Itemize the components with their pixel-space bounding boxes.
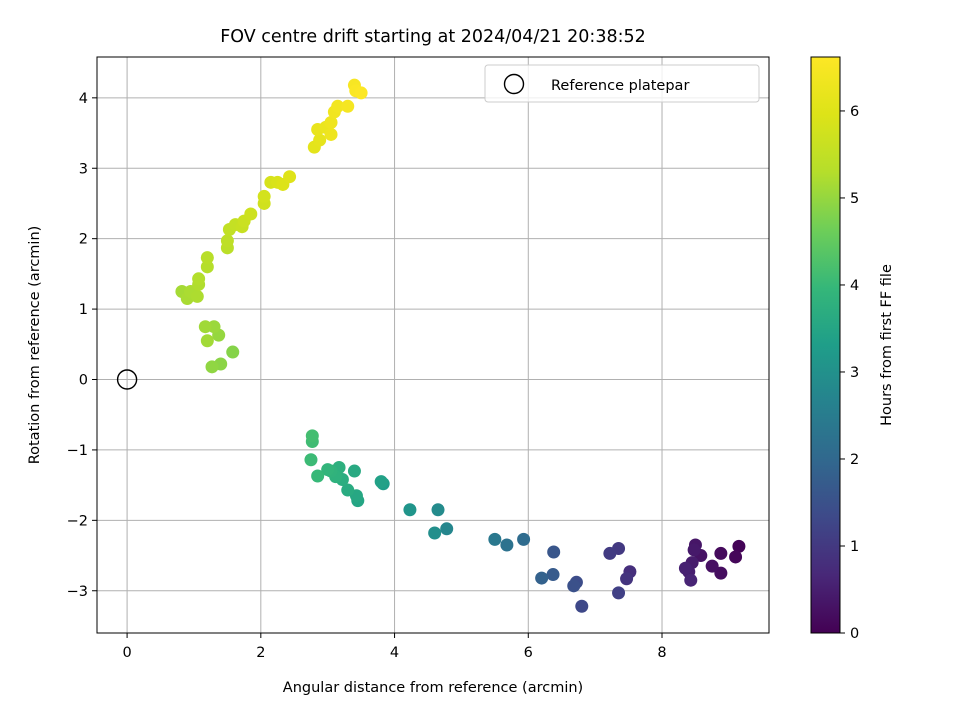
- scatter-point: [347, 464, 361, 478]
- colorbar-tick-label: 3: [850, 365, 859, 381]
- scatter-point: [546, 568, 560, 582]
- scatter-point: [684, 573, 698, 587]
- legend-marker-icon: [503, 73, 525, 95]
- y-tick-label: −3: [67, 584, 88, 600]
- scatter-point: [200, 251, 214, 265]
- scatter-point: [200, 260, 214, 274]
- scatter-point: [341, 99, 355, 113]
- y-tick-label: −1: [67, 443, 88, 459]
- scatter-point: [729, 550, 743, 564]
- scatter-point: [500, 538, 514, 552]
- plot-frame: [96, 56, 770, 634]
- scatter-point: [714, 566, 728, 580]
- scatter-point: [547, 545, 561, 559]
- scatter-point: [321, 463, 335, 477]
- x-tick-label: 6: [524, 645, 533, 661]
- scatter-point: [283, 170, 297, 184]
- scatter-point: [341, 483, 355, 497]
- scatter-point: [732, 539, 746, 553]
- scatter-point: [612, 586, 626, 600]
- scatter-point: [374, 475, 388, 489]
- reference-marker: [116, 369, 138, 390]
- scatter-point: [324, 127, 338, 141]
- scatter-point: [198, 320, 212, 334]
- colorbar-tick-label: 1: [850, 539, 859, 555]
- scatter-point: [603, 546, 617, 560]
- x-axis-label: Angular distance from reference (arcmin): [283, 680, 583, 696]
- scatter-points: [175, 78, 746, 613]
- scatter-point: [305, 429, 319, 443]
- y-tick-label: 1: [79, 302, 88, 318]
- colorbar-ticks: 0 1 2 3 4 5 6: [840, 104, 859, 642]
- scatter-point: [331, 99, 345, 113]
- scatter-point: [354, 86, 368, 100]
- scatter-point: [190, 289, 204, 303]
- scatter-point: [714, 546, 728, 560]
- scatter-point: [304, 453, 318, 467]
- scatter-point: [575, 599, 589, 613]
- colorbar-tick-label: 6: [850, 104, 859, 120]
- x-tick-label: 4: [390, 645, 399, 661]
- scatter-point: [567, 579, 581, 593]
- y-tick-label: 0: [79, 373, 88, 389]
- x-tick-label: 8: [657, 645, 666, 661]
- scatter-point: [200, 334, 214, 348]
- scatter-point: [403, 503, 417, 517]
- colorbar-tick-label: 5: [850, 191, 859, 207]
- scatter-point: [244, 207, 258, 221]
- scatter-point: [705, 559, 719, 573]
- legend: Reference platepar: [484, 64, 760, 103]
- scatter-point: [517, 532, 531, 546]
- y-tick-label: −2: [67, 513, 88, 529]
- scatter-point: [220, 234, 234, 248]
- legend-entry-reference: Reference platepar: [551, 78, 689, 94]
- y-tick-label: 4: [79, 91, 88, 107]
- scatter-point: [678, 561, 692, 575]
- colorbar-tick-label: 4: [850, 278, 859, 294]
- colorbar-gradient: [810, 56, 841, 634]
- scatter-point: [687, 543, 701, 557]
- scatter-point: [311, 469, 325, 483]
- scatter-point: [488, 532, 502, 546]
- scatter-point: [440, 522, 454, 536]
- scatter-point: [428, 526, 442, 540]
- scatter-point: [257, 189, 271, 203]
- scatter-point: [431, 503, 445, 517]
- y-axis-label: Rotation from reference (arcmin): [27, 226, 43, 465]
- scatter-point: [324, 115, 338, 129]
- colorbar: 0 1 2 3 4 5 6 Hours from first FF file: [810, 56, 895, 642]
- y-tick-label: 2: [79, 232, 88, 248]
- scatter-point: [226, 345, 240, 359]
- x-tick-label: 2: [256, 645, 265, 661]
- colorbar-tick-label: 2: [850, 452, 859, 468]
- y-tick-label: 3: [79, 161, 88, 177]
- scatter-point: [205, 360, 219, 374]
- colorbar-tick-label: 0: [850, 626, 859, 642]
- colorbar-label: Hours from first FF file: [879, 264, 895, 426]
- scatter-point: [313, 133, 327, 147]
- x-tick-label: 0: [122, 645, 131, 661]
- x-axis-ticks: 0 2 4 6 8: [122, 633, 667, 661]
- chart-title: FOV centre drift starting at 2024/04/21 …: [220, 27, 646, 47]
- grid-lines: [97, 57, 769, 633]
- reference-platepar-point: [116, 369, 138, 390]
- scatter-point: [620, 572, 634, 586]
- y-axis-ticks: −3 −2 −1 0 1 2 3 4: [67, 91, 97, 600]
- scatter-point: [535, 571, 549, 585]
- scatter-point: [192, 272, 206, 286]
- legend-box: [484, 64, 760, 103]
